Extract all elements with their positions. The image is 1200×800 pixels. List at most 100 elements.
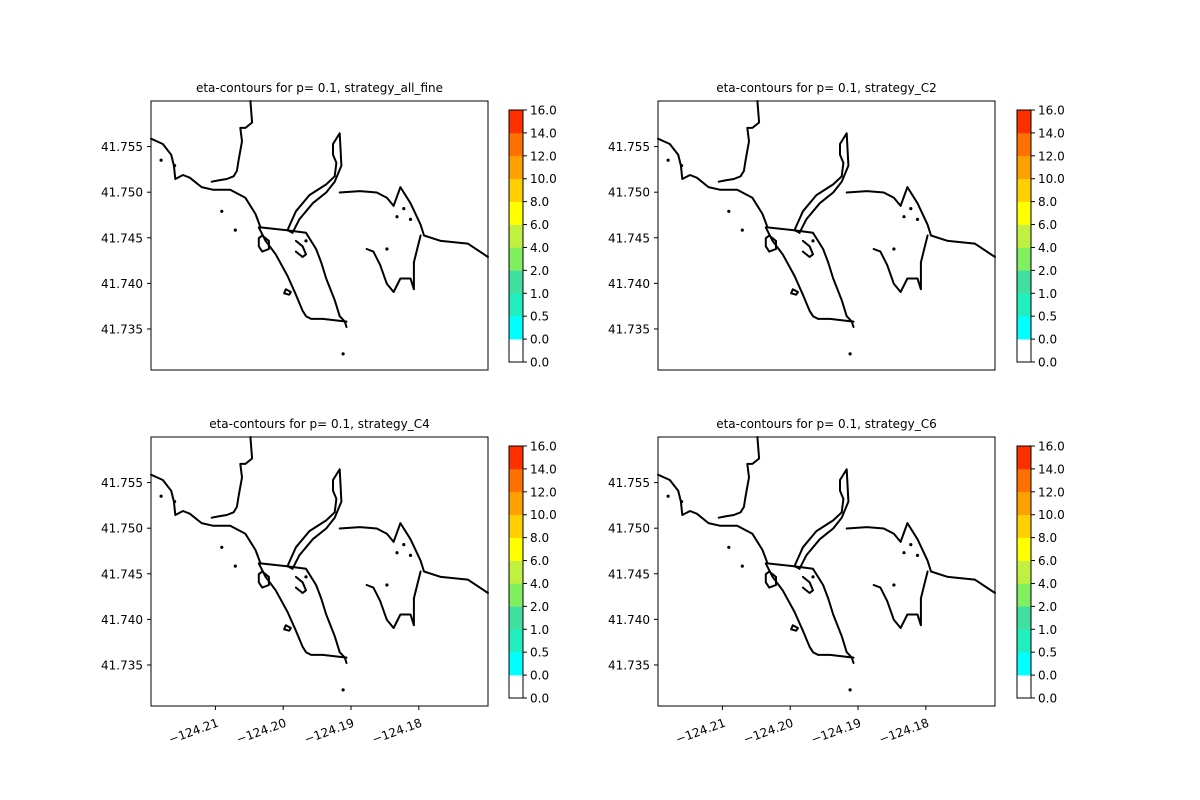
subplot-title: eta-contours for p= 0.1, strategy_all_fi… <box>196 81 443 95</box>
colorbar-tick-label: 16.0 <box>530 440 557 454</box>
coastline-islet-dot <box>220 545 224 549</box>
colorbar-tick-label: 2.0 <box>1038 600 1057 614</box>
colorbar-segment <box>509 201 523 225</box>
colorbar: 0.0 0.0 0.5 1.0 2.0 4.0 6.0 8.0 10.0 12.0 14.0 16.0 <box>508 104 557 370</box>
colorbar-tick-label: 2.0 <box>530 600 549 614</box>
plot-area <box>658 101 995 370</box>
coastline-bay-rim <box>717 100 761 183</box>
x-tick-label: −124.19 <box>302 716 356 747</box>
colorbar-segment <box>509 652 523 676</box>
colorbar-tick-label: 6.0 <box>1038 218 1057 232</box>
y-tick-label: 41.735 <box>608 658 650 672</box>
x-tick-label: −124.18 <box>370 716 424 747</box>
coastline-channel-west <box>764 562 855 659</box>
colorbar-frame <box>508 445 524 699</box>
y-tick-label: 41.740 <box>101 613 143 627</box>
coastline-islet-dot <box>233 564 237 568</box>
coastline-islet-dot <box>173 500 177 504</box>
coastline-islet-dot <box>902 215 906 219</box>
x-tick-label: −124.18 <box>877 716 931 747</box>
coastline-islet-dot <box>727 209 731 213</box>
coastline-north-shore <box>150 473 348 664</box>
colorbar-tick-label: 10.0 <box>1038 172 1065 186</box>
coastline-hook <box>294 575 307 594</box>
colorbar-tick-label: 14.0 <box>530 126 557 140</box>
y-tick-label: 41.755 <box>608 140 650 154</box>
coastline-harbor <box>845 522 996 594</box>
colorbar-segment <box>509 247 523 271</box>
coastline-harbor-basin <box>872 584 922 629</box>
colorbar-segment <box>509 132 523 157</box>
colorbar-tick-label: 0.5 <box>1038 310 1057 324</box>
colorbar-segment <box>1017 224 1031 248</box>
colorbar-segment <box>509 491 523 516</box>
colorbar-segment <box>1017 446 1031 470</box>
colorbar-segment <box>1017 468 1031 493</box>
colorbar-tick-label: 0.0 <box>1038 356 1057 370</box>
colorbar-tick-label: 14.0 <box>1038 462 1065 476</box>
colorbar-tick-label: 6.0 <box>530 554 549 568</box>
y-tick-label: 41.755 <box>101 140 143 154</box>
coastline-islet-loop <box>764 570 777 589</box>
coastline-south-spit <box>412 570 422 600</box>
coastline-islet-south <box>283 624 292 632</box>
coastline-islet-dot <box>915 217 920 221</box>
coastline-north-shore <box>657 137 855 328</box>
coastline-islet-south <box>790 288 799 296</box>
colorbar-tick-label: 10.0 <box>1038 508 1065 522</box>
coastline-bay-rim <box>210 100 254 183</box>
subplot-1: eta-contours for p= 0.1, strategy_all_fi… <box>101 81 557 371</box>
coastline-islet-dot <box>892 583 896 587</box>
colorbar-tick-label: 8.0 <box>530 195 549 209</box>
y-tick-label: 41.745 <box>101 567 143 581</box>
y-tick-label: 41.740 <box>608 277 650 291</box>
colorbar-tick-label: 12.0 <box>1038 485 1065 499</box>
y-tick-label: 41.745 <box>101 231 143 245</box>
coastline-islet-south <box>790 624 799 632</box>
axes-frame <box>150 436 489 707</box>
coastline-south-spit <box>919 234 929 264</box>
colorbar-tick-label: 8.0 <box>530 531 549 545</box>
y-tick-label: 41.750 <box>608 186 650 200</box>
y-tick-label: 41.735 <box>101 658 143 672</box>
y-tick-label: 41.745 <box>608 231 650 245</box>
colorbar: 0.0 0.0 0.5 1.0 2.0 4.0 6.0 8.0 10.0 12.0 14.0 16.0 <box>1016 440 1065 706</box>
axes-frame <box>150 100 489 371</box>
coastline-islet-dot <box>892 247 896 251</box>
y-tick-label: 41.755 <box>101 476 143 490</box>
coastline-jetty <box>286 468 343 570</box>
coastline-islet-dot <box>915 553 920 558</box>
colorbar-tick-label: 1.0 <box>1038 623 1057 637</box>
subplot-title: eta-contours for p= 0.1, strategy_C6 <box>716 417 937 431</box>
colorbar-segment <box>1017 293 1031 317</box>
coastline-north-shore <box>150 137 348 328</box>
coastline-bay-rim <box>717 436 761 519</box>
colorbar-frame <box>508 109 524 363</box>
colorbar-tick-label: 0.0 <box>530 356 549 370</box>
colorbar-segment <box>1017 537 1031 561</box>
coastline-harbor-basin <box>365 248 415 293</box>
coastline-islet-dot <box>402 207 406 211</box>
coastline-islet-dot <box>304 575 308 579</box>
colorbar-segment <box>1017 201 1031 225</box>
colorbar-segment <box>1017 606 1031 630</box>
x-tick-label: −124.21 <box>167 716 221 747</box>
coastline-south-spit <box>919 570 929 600</box>
colorbar-segment <box>1017 629 1031 653</box>
coastline-harbor-basin <box>365 584 415 629</box>
coastline-islet-dot <box>727 545 731 549</box>
colorbar-segment <box>509 514 523 538</box>
colorbar-segment <box>509 224 523 248</box>
colorbar-segment <box>1017 583 1031 607</box>
colorbar-tick-label: 0.0 <box>530 333 549 347</box>
coastline-harbor <box>845 186 996 258</box>
coastline-south-spit <box>412 234 422 264</box>
coastline-islet-dot <box>666 494 670 498</box>
coastline-islet-dot <box>159 158 163 162</box>
y-tick-label: 41.735 <box>608 322 650 336</box>
coastline-islet-dot <box>395 551 399 555</box>
colorbar-segment <box>1017 339 1031 363</box>
coastline-hook <box>801 239 814 258</box>
colorbar-tick-label: 0.0 <box>1038 669 1057 683</box>
